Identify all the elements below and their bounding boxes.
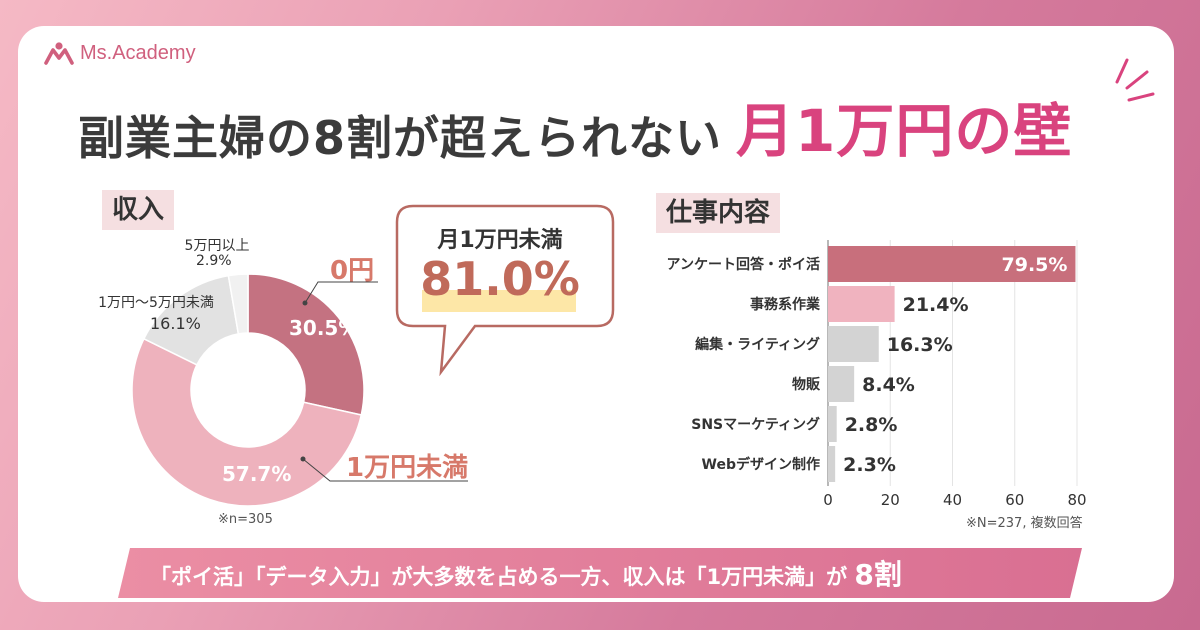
donut-slice-zero bbox=[247, 273, 365, 416]
bar-category-label: 物販 bbox=[792, 376, 821, 393]
bar-value-label: 16.3% bbox=[887, 334, 953, 356]
slice-value-zero: 30.5% bbox=[289, 316, 359, 340]
bar-value-label: 79.5% bbox=[1002, 254, 1068, 276]
bar-1 bbox=[828, 286, 895, 322]
slice-label-under10k: 1万円未満 bbox=[346, 453, 469, 483]
callout-heading: 月1万円未満 bbox=[437, 228, 563, 253]
x-tick-label: 60 bbox=[1005, 491, 1024, 509]
footer-banner bbox=[118, 548, 1082, 598]
title-accent: 月1万円の壁 bbox=[736, 97, 1073, 165]
footer-emphasis: 8割 bbox=[854, 558, 902, 591]
donut-slice-under10k bbox=[131, 337, 363, 507]
callout-value: 81.0% bbox=[420, 252, 580, 306]
bar-value-label: 2.8% bbox=[845, 414, 898, 436]
bar-5 bbox=[828, 446, 836, 482]
x-tick-label: 40 bbox=[943, 491, 962, 509]
brand-name: Ms.Academy bbox=[80, 41, 196, 64]
donut-slice-over50k bbox=[227, 273, 249, 335]
bar-category-label: SNSマーケティング bbox=[691, 416, 820, 433]
slice-label-mid-text: 1万円〜5万円未満 bbox=[98, 295, 214, 311]
bar-3 bbox=[828, 366, 855, 402]
slice-label-zero: 0円 bbox=[330, 256, 375, 286]
callout-highlight bbox=[422, 290, 576, 312]
bar-category-label: 事務系作業 bbox=[750, 296, 821, 313]
bar-value-label: 21.4% bbox=[903, 294, 969, 316]
footer-message: 「ポイ活」「データ入力」が大多数を占める一方、収入は「1万円未満」が 8割 bbox=[150, 555, 1050, 595]
bar-2 bbox=[828, 326, 879, 362]
bar-0 bbox=[828, 246, 1076, 282]
emphasis-rays-icon bbox=[1115, 58, 1155, 102]
income-donut-chart bbox=[131, 273, 468, 507]
x-tick-label: 0 bbox=[823, 491, 833, 509]
bar-value-label: 2.3% bbox=[843, 454, 896, 476]
page-title: 副業主婦の8割が超えられない 月1万円の壁 bbox=[78, 88, 1072, 168]
work-note: ※N=237, 複数回答 bbox=[966, 516, 1083, 531]
bar-value-label: 8.4% bbox=[862, 374, 915, 396]
brand-logo[interactable]: Ms.Academy bbox=[44, 41, 196, 65]
people-icon bbox=[44, 42, 74, 65]
bar-category-label: Webデザイン制作 bbox=[702, 456, 820, 473]
slice-label-mid: 1万円〜5万円未満 bbox=[96, 294, 216, 312]
income-note: ※n=305 bbox=[218, 512, 273, 527]
slice-value-mid: 16.1% bbox=[150, 314, 201, 333]
x-tick-label: 20 bbox=[881, 491, 900, 509]
footer-text: 「ポイ活」「データ入力」が大多数を占める一方、収入は「1万円未満」が bbox=[150, 565, 848, 589]
bar-4 bbox=[828, 406, 837, 442]
slice-label-over50k: 5万円以上 bbox=[184, 238, 250, 254]
work-section-label: 仕事内容 bbox=[656, 193, 781, 233]
callout-bubble bbox=[395, 204, 615, 376]
slice-value-over50k: 2.9% bbox=[196, 253, 232, 269]
x-tick-label: 80 bbox=[1067, 491, 1086, 509]
slice-value-under10k: 57.7% bbox=[222, 462, 292, 486]
bar-category-label: アンケート回答・ポイ活 bbox=[667, 256, 820, 273]
income-section-label: 収入 bbox=[102, 190, 175, 230]
title-main: 副業主婦の8割が超えられない bbox=[78, 111, 723, 165]
bar-category-label: 編集・ライティング bbox=[695, 336, 820, 353]
